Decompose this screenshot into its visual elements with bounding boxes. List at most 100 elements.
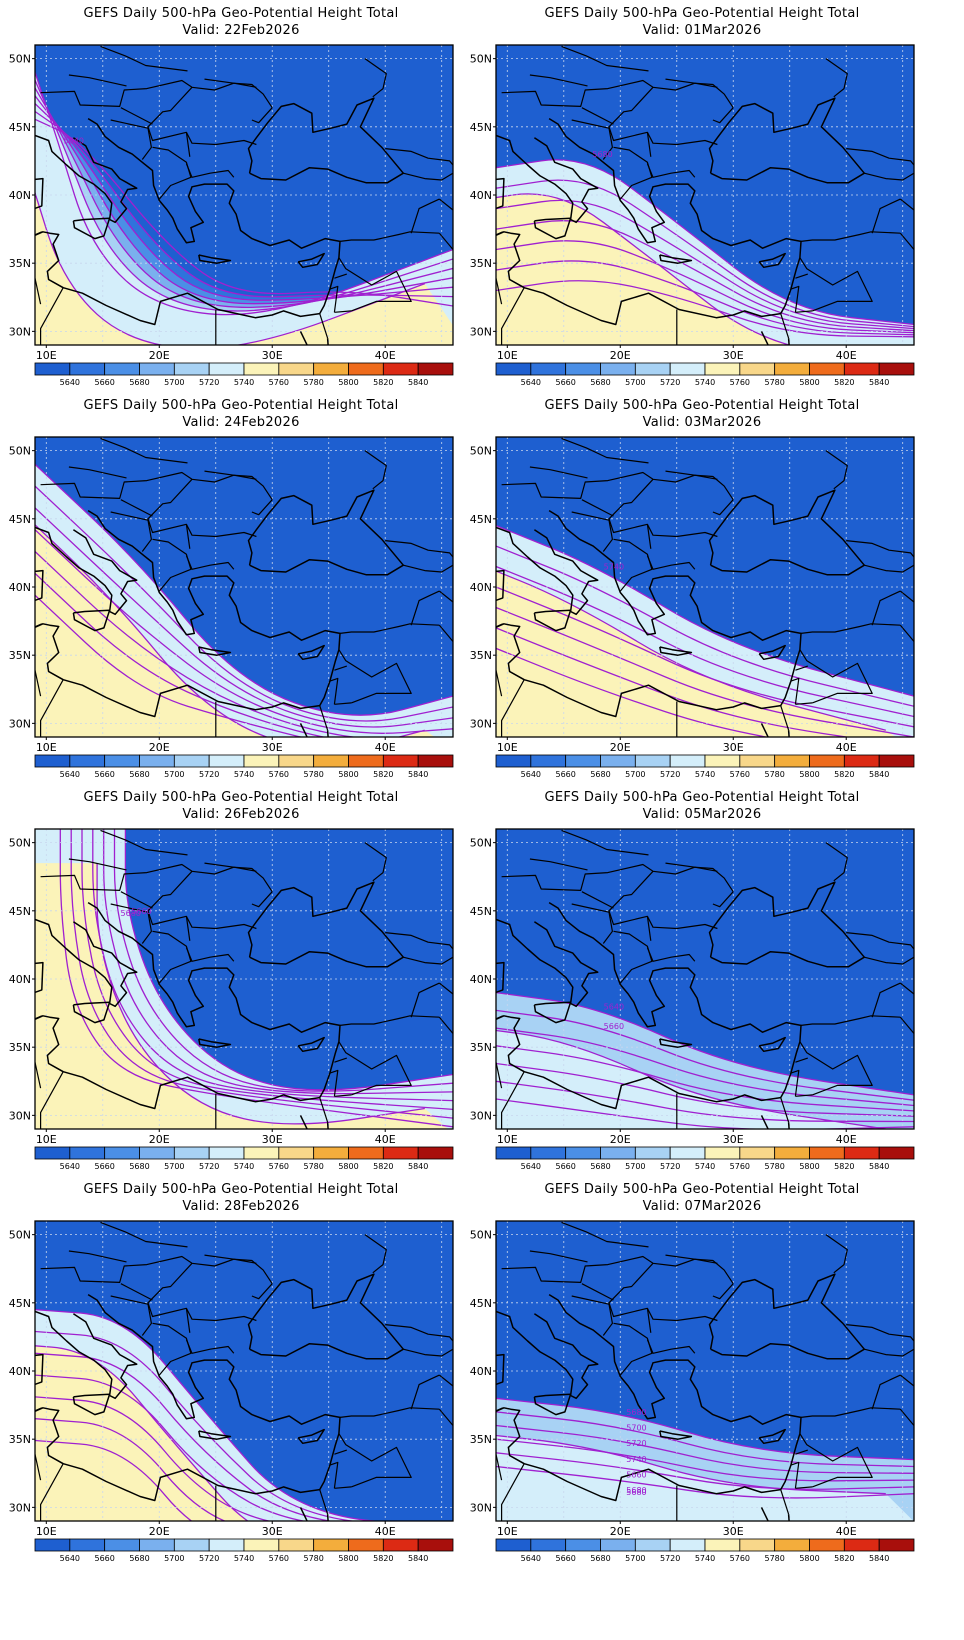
country-border: [40, 670, 64, 737]
lon-label: 20E: [610, 1525, 631, 1538]
colorbar-label: 5780: [303, 770, 323, 779]
coastline: [72, 1393, 111, 1416]
lat-label: 40N: [9, 1365, 31, 1378]
lon-label: 30E: [262, 741, 283, 754]
coastline: [496, 177, 505, 210]
height-band: [35, 192, 453, 345]
colorbar-label: 5820: [834, 1162, 854, 1171]
colorbar-swatch: [669, 1538, 706, 1552]
country-border: [334, 1057, 347, 1063]
colorbar-swatch: [600, 362, 636, 376]
country-border: [665, 862, 718, 872]
lon-label: 40E: [375, 1525, 396, 1538]
country-border: [147, 86, 257, 146]
colorbar-label: 5720: [199, 770, 219, 779]
colorbar-swatch: [809, 362, 845, 376]
country-border: [795, 1486, 813, 1489]
map-panel: GEFS Daily 500-hPa Geo-Potential Height …: [0, 1176, 482, 1586]
country-border: [329, 1461, 339, 1489]
country-border: [496, 1015, 504, 1089]
lat-label: 50N: [9, 1229, 31, 1242]
coastline: [198, 1038, 232, 1048]
lon-label: 40E: [836, 349, 857, 362]
lat-label: 50N: [470, 1229, 492, 1242]
coastline: [913, 548, 914, 551]
colorbar-swatch: [634, 362, 671, 376]
country-border: [40, 471, 273, 501]
country-border: [646, 947, 696, 962]
coastline: [787, 338, 790, 345]
colorbar-swatch: [382, 362, 419, 376]
colorbar-swatch: [774, 1146, 810, 1160]
lon-label: 30E: [262, 349, 283, 362]
country-border: [529, 858, 588, 871]
colorbar-label: 5660: [555, 378, 575, 387]
country-border: [100, 829, 188, 856]
contour-line: [96, 863, 425, 1125]
colorbar: 5640 5660 5680 5700 5720 5740 5760 5780 5800 5820…: [495, 1538, 915, 1563]
contour-line: [496, 1027, 914, 1107]
country-border: [899, 1016, 914, 1034]
colorbar-label: 5800: [799, 1554, 819, 1563]
lat-label: 30N: [470, 717, 492, 730]
colorbar-swatch: [34, 1146, 71, 1160]
lat-label: 45N: [9, 905, 31, 918]
colorbar-swatch: [495, 1538, 532, 1552]
colorbar-label: 5720: [660, 770, 680, 779]
contour-line: [496, 991, 914, 1096]
colorbar-label: 5680: [590, 1162, 610, 1171]
country-border: [646, 1339, 696, 1354]
country-border: [571, 119, 613, 160]
country-border: [110, 1295, 152, 1336]
colorbar-swatch: [69, 1146, 106, 1160]
coastline: [496, 117, 802, 326]
country-border: [846, 540, 914, 558]
contour-label: 5680: [626, 1486, 646, 1495]
colorbar-label: 5760: [269, 770, 289, 779]
country-border: [319, 705, 329, 731]
colorbar-swatch: [565, 754, 601, 768]
lat-label: 50N: [9, 837, 31, 850]
colorbar-swatch: [739, 362, 776, 376]
country-border: [204, 470, 257, 480]
country-border: [120, 891, 153, 909]
colorbar-label: 5700: [625, 770, 645, 779]
country-border: [185, 555, 235, 570]
contour-line: [35, 95, 453, 305]
country-border: [825, 842, 848, 882]
contour-label: 5700: [626, 1424, 646, 1433]
height-band: [496, 571, 896, 737]
contour-line: [59, 829, 453, 1128]
country-border: [319, 1097, 329, 1123]
coastline: [72, 609, 111, 632]
colorbar-label: 5700: [164, 1554, 184, 1563]
contour-line: [496, 199, 914, 330]
panel-valid-date: Valid: 01Mar2026: [642, 23, 762, 38]
coastline: [35, 509, 341, 718]
colorbar-swatch: [600, 1146, 636, 1160]
lat-label: 30N: [9, 717, 31, 730]
contour-label: 5660: [131, 907, 151, 916]
country-border: [665, 1254, 718, 1264]
lon-label: 30E: [723, 1525, 744, 1538]
colorbar-label: 5680: [129, 1554, 149, 1563]
colorbar-swatch: [208, 754, 245, 768]
country-border: [864, 1348, 914, 1357]
panel-valid-date: Valid: 07Mar2026: [642, 1199, 762, 1214]
map-panel: GEFS Daily 500-hPa Geo-Potential Height …: [461, 392, 943, 802]
contour-line: [35, 529, 453, 734]
colorbar-swatch: [382, 754, 419, 768]
colorbar-label: 5800: [799, 378, 819, 387]
colorbar-swatch: [208, 1146, 245, 1160]
colorbar-swatch: [313, 362, 349, 376]
country-border: [329, 285, 339, 313]
lon-label: 30E: [723, 1133, 744, 1146]
lat-label: 50N: [470, 445, 492, 458]
colorbar-swatch: [565, 362, 601, 376]
colorbar-label: 5760: [730, 1554, 750, 1563]
lon-label: 10E: [36, 349, 57, 362]
colorbar-label: 5680: [590, 1554, 610, 1563]
country-border: [251, 1283, 273, 1300]
panel-valid-date: Valid: 05Mar2026: [642, 807, 762, 822]
